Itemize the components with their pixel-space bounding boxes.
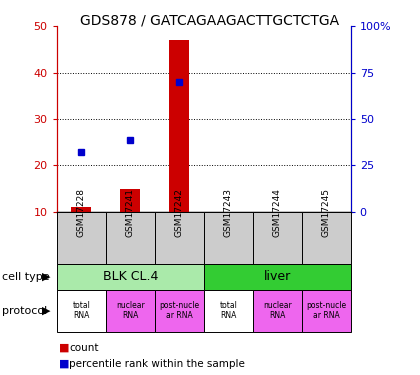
Bar bbox=[121, 189, 140, 212]
Bar bbox=[253, 290, 302, 332]
Text: GSM17243: GSM17243 bbox=[224, 188, 233, 237]
Text: GSM17245: GSM17245 bbox=[322, 188, 331, 237]
Text: count: count bbox=[69, 343, 99, 353]
Text: total
RNA: total RNA bbox=[72, 301, 90, 320]
Text: BLK CL.4: BLK CL.4 bbox=[102, 270, 158, 284]
Text: protocol: protocol bbox=[2, 306, 47, 315]
Bar bbox=[57, 212, 106, 264]
Bar bbox=[253, 212, 302, 264]
Bar bbox=[204, 290, 253, 332]
Text: ▶: ▶ bbox=[42, 272, 50, 282]
Text: nuclear
RNA: nuclear RNA bbox=[263, 301, 291, 320]
Bar bbox=[302, 290, 351, 332]
Text: GDS878 / GATCAGAAGACTTGCTCTGA: GDS878 / GATCAGAAGACTTGCTCTGA bbox=[81, 13, 339, 27]
Bar bbox=[71, 207, 91, 212]
Bar bbox=[155, 290, 204, 332]
Text: post-nucle
ar RNA: post-nucle ar RNA bbox=[306, 301, 346, 320]
Bar bbox=[106, 212, 155, 264]
Bar bbox=[169, 40, 189, 212]
Bar bbox=[155, 212, 204, 264]
Text: total
RNA: total RNA bbox=[219, 301, 237, 320]
Text: ■: ■ bbox=[59, 359, 69, 369]
Text: post-nucle
ar RNA: post-nucle ar RNA bbox=[159, 301, 199, 320]
Bar bbox=[106, 290, 155, 332]
Text: ▶: ▶ bbox=[42, 306, 50, 315]
Text: cell type: cell type bbox=[2, 272, 50, 282]
Bar bbox=[57, 264, 204, 290]
Text: GSM17244: GSM17244 bbox=[273, 188, 282, 237]
Text: GSM17242: GSM17242 bbox=[175, 188, 184, 237]
Bar bbox=[204, 264, 351, 290]
Bar bbox=[57, 290, 106, 332]
Bar bbox=[302, 212, 351, 264]
Text: GSM17241: GSM17241 bbox=[126, 188, 135, 237]
Bar bbox=[204, 212, 253, 264]
Text: ■: ■ bbox=[59, 343, 69, 353]
Text: percentile rank within the sample: percentile rank within the sample bbox=[69, 359, 245, 369]
Text: liver: liver bbox=[264, 270, 291, 284]
Text: GSM17228: GSM17228 bbox=[77, 188, 86, 237]
Text: nuclear
RNA: nuclear RNA bbox=[116, 301, 144, 320]
